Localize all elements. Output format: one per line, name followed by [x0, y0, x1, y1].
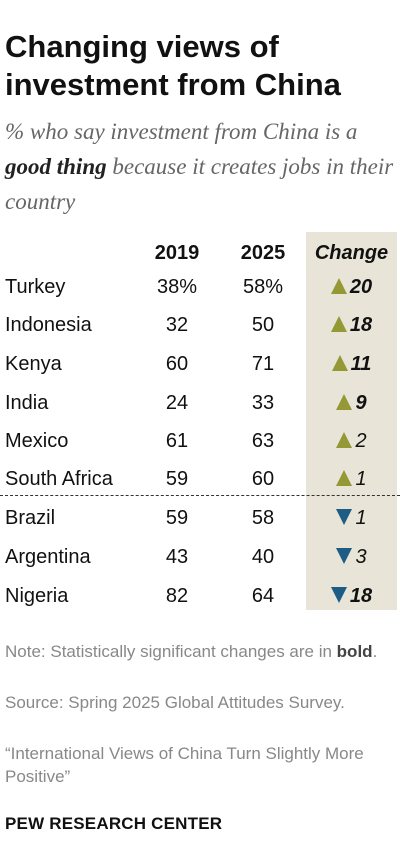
- country-label: Turkey: [5, 276, 66, 298]
- source-note: Source: Spring 2025 Global Attitudes Sur…: [5, 693, 345, 712]
- subtitle-text-end: because it creates jobs in their country: [5, 154, 394, 214]
- table-row: Nigeria 82 64 18: [0, 576, 400, 615]
- country-label: Argentina: [5, 546, 91, 568]
- column-header-2025: 2025: [240, 242, 286, 264]
- chart-subtitle: % who say investment from China is a goo…: [5, 114, 397, 219]
- brand-logo-text: PEW RESEARCH CENTER: [5, 814, 223, 833]
- table-row: Turkey 38% 58% 20: [0, 267, 400, 306]
- change-cell: 18: [306, 314, 397, 337]
- report-reference: “International Views of China Turn Sligh…: [5, 744, 364, 786]
- change-column-background: [306, 232, 397, 610]
- triangle-up-icon: [331, 355, 348, 371]
- increase-decrease-divider: [0, 495, 400, 496]
- change-cell: 18: [306, 585, 397, 608]
- subtitle-emphasis: good thing: [5, 154, 107, 179]
- footnote-bold: bold: [336, 642, 373, 661]
- triangle-up-icon: [336, 432, 353, 448]
- change-cell: 3: [306, 546, 397, 569]
- change-value: 3: [355, 546, 367, 568]
- change-value: 18: [349, 314, 373, 336]
- value-2019: 82: [165, 585, 189, 607]
- change-value: 11: [350, 353, 372, 375]
- value-2019: 43: [165, 546, 189, 568]
- value-2025: 33: [251, 392, 275, 414]
- footnote-text: Note: Statistically significant changes …: [5, 642, 337, 661]
- value-2019: 24: [165, 392, 189, 414]
- triangle-up-icon: [336, 470, 353, 486]
- country-label: Kenya: [5, 353, 62, 375]
- change-value: 9: [355, 392, 367, 414]
- change-cell: 2: [306, 430, 397, 453]
- triangle-up-icon: [336, 394, 353, 410]
- triangle-down-icon: [330, 587, 347, 603]
- value-2019: 61: [165, 430, 189, 452]
- column-header-2019: 2019: [154, 242, 200, 264]
- footnote-end: .: [372, 642, 378, 661]
- table-row: South Africa 59 60 1: [0, 459, 400, 498]
- change-value: 1: [355, 507, 367, 529]
- change-value: 1: [355, 468, 367, 490]
- change-value: 2: [355, 430, 367, 452]
- value-2019: 38%: [156, 276, 198, 298]
- table-row: Mexico 61 63 2: [0, 421, 400, 460]
- change-cell: 20: [306, 276, 397, 299]
- value-2025: 50: [251, 314, 275, 336]
- table-row: Indonesia 32 50 18: [0, 305, 400, 344]
- table-row: Kenya 60 71 11: [0, 344, 400, 383]
- change-value: 20: [349, 276, 373, 298]
- column-header-change: Change: [314, 242, 389, 264]
- table-row: India 24 33 9: [0, 383, 400, 422]
- value-2025: 64: [251, 585, 275, 607]
- change-cell: 11: [306, 353, 397, 376]
- change-cell: 1: [306, 507, 397, 530]
- value-2019: 32: [165, 314, 189, 336]
- country-label: South Africa: [5, 468, 113, 490]
- value-2019: 60: [165, 353, 189, 375]
- country-label: Nigeria: [5, 585, 69, 607]
- country-label: Mexico: [5, 430, 69, 452]
- change-value: 18: [349, 585, 373, 607]
- triangle-up-icon: [330, 316, 347, 332]
- triangle-up-icon: [330, 278, 347, 294]
- country-label: Brazil: [5, 507, 56, 529]
- change-cell: 1: [306, 468, 397, 491]
- subtitle-text-start: % who say investment from China is a: [5, 119, 358, 144]
- value-2025: 63: [251, 430, 275, 452]
- triangle-down-icon: [336, 509, 353, 525]
- value-2019: 59: [165, 507, 189, 529]
- country-label: Indonesia: [5, 314, 92, 336]
- country-label: India: [5, 392, 49, 414]
- value-2019: 59: [165, 468, 189, 490]
- value-2025: 71: [251, 353, 275, 375]
- chart-title: Changing views of investment from China: [5, 29, 341, 102]
- change-cell: 9: [306, 392, 397, 415]
- value-2025: 58%: [242, 276, 284, 298]
- table-row: Brazil 59 58 1: [0, 498, 400, 537]
- value-2025: 60: [251, 468, 275, 490]
- table-row: Argentina 43 40 3: [0, 537, 400, 576]
- value-2025: 58: [251, 507, 275, 529]
- footnote: Note: Statistically significant changes …: [5, 640, 397, 663]
- triangle-down-icon: [336, 548, 353, 564]
- value-2025: 40: [251, 546, 275, 568]
